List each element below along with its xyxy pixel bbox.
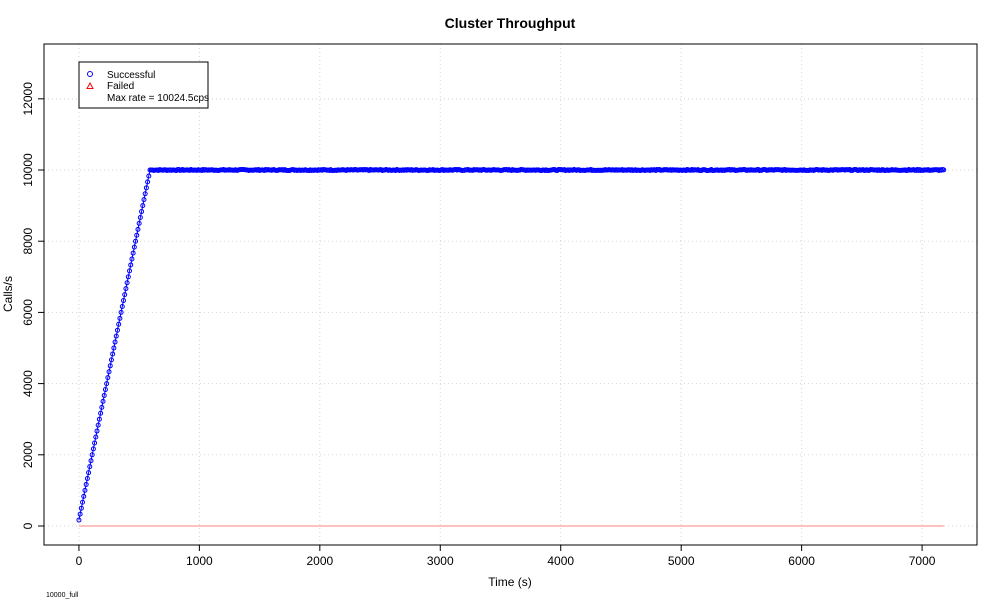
successful-point <box>81 493 87 499</box>
successful-point <box>98 410 104 416</box>
y-axis-label: Calls/s <box>1 276 15 312</box>
successful-point <box>82 487 88 493</box>
successful-point <box>86 470 92 476</box>
x-tick-label: 5000 <box>668 554 695 568</box>
successful-point <box>114 327 120 333</box>
successful-point <box>84 476 90 482</box>
y-tick-label: 6000 <box>21 299 35 326</box>
legend-label-successful: Successful <box>107 70 155 81</box>
successful-point <box>143 185 149 191</box>
axes: 0 1000 2000 3000 4000 5000 6000 7000 0 2000 4000 60… <box>21 82 936 568</box>
x-tick-label: 4000 <box>547 554 574 568</box>
successful-point <box>124 280 130 286</box>
successful-point <box>140 203 146 209</box>
successful-point <box>131 244 137 250</box>
successful-point <box>120 298 126 304</box>
successful-point <box>101 392 107 398</box>
successful-point <box>127 268 133 274</box>
successful-point <box>134 232 140 238</box>
successful-point <box>125 274 131 280</box>
successful-point <box>941 167 947 173</box>
successful-point <box>119 303 125 309</box>
grid <box>44 44 977 545</box>
y-tick-label: 2000 <box>21 441 35 468</box>
data-marks <box>76 166 947 527</box>
successful-point <box>88 458 94 464</box>
x-tick-label: 3000 <box>427 554 454 568</box>
successful-point <box>96 416 102 422</box>
x-tick-label: 6000 <box>788 554 815 568</box>
successful-point <box>92 440 98 446</box>
successful-point <box>133 238 139 244</box>
x-tick-label: 0 <box>76 554 83 568</box>
legend-marker-failed <box>86 81 94 89</box>
successful-point <box>80 499 86 505</box>
successful-point <box>122 292 128 298</box>
successful-point <box>135 226 141 232</box>
successful-point <box>137 214 143 220</box>
successful-point <box>117 315 123 321</box>
successful-point <box>106 369 112 375</box>
footnote: 10000_full <box>46 592 79 599</box>
successful-point <box>95 422 101 428</box>
legend: Successful Failed Max rate = 10024.5cps <box>78 61 209 109</box>
successful-point <box>87 464 93 470</box>
successful-point <box>111 345 117 351</box>
legend-max-rate: Max rate = 10024.5cps <box>107 93 209 104</box>
successful-point <box>100 398 106 404</box>
successful-point <box>146 173 152 179</box>
successful-point <box>77 511 83 517</box>
successful-point <box>99 404 105 410</box>
successful-point <box>118 309 124 315</box>
successful-point <box>112 339 118 345</box>
legend-label-failed: Failed <box>107 81 134 92</box>
successful-point <box>83 481 89 487</box>
successful-point <box>139 209 145 215</box>
successful-point <box>105 375 111 381</box>
successful-point <box>113 333 119 339</box>
x-tick-label: 1000 <box>186 554 213 568</box>
successful-point <box>102 387 108 393</box>
y-tick-label: 4000 <box>21 370 35 397</box>
successful-point <box>142 191 148 197</box>
successful-point <box>107 363 113 369</box>
successful-point <box>76 517 82 523</box>
y-tick-label: 12000 <box>21 82 35 116</box>
successful-point <box>93 434 99 440</box>
successful-point <box>89 452 95 458</box>
successful-point <box>116 321 122 327</box>
y-tick-label: 8000 <box>21 228 35 255</box>
successful-point <box>128 262 134 268</box>
successful-point <box>110 351 116 357</box>
successful-point <box>104 381 110 387</box>
successful-point <box>78 505 84 511</box>
plot-frame <box>43 43 978 546</box>
successful-point <box>136 220 142 226</box>
successful-point <box>145 179 151 185</box>
successful-point <box>90 446 96 452</box>
legend-box <box>78 61 209 109</box>
successful-point <box>94 428 100 434</box>
successful-point <box>130 250 136 256</box>
x-tick-label: 7000 <box>909 554 936 568</box>
successful-point <box>141 197 147 203</box>
x-tick-label: 2000 <box>306 554 333 568</box>
x-axis-label: Time (s) <box>488 575 532 589</box>
y-tick-label: 0 <box>21 522 35 529</box>
y-tick-label: 10000 <box>21 153 35 187</box>
successful-point <box>123 286 129 292</box>
successful-point <box>108 357 114 363</box>
successful-point <box>129 256 135 262</box>
legend-marker-successful <box>87 71 93 77</box>
chart-title: Cluster Throughput <box>445 15 576 31</box>
successful-series-line <box>78 168 944 521</box>
